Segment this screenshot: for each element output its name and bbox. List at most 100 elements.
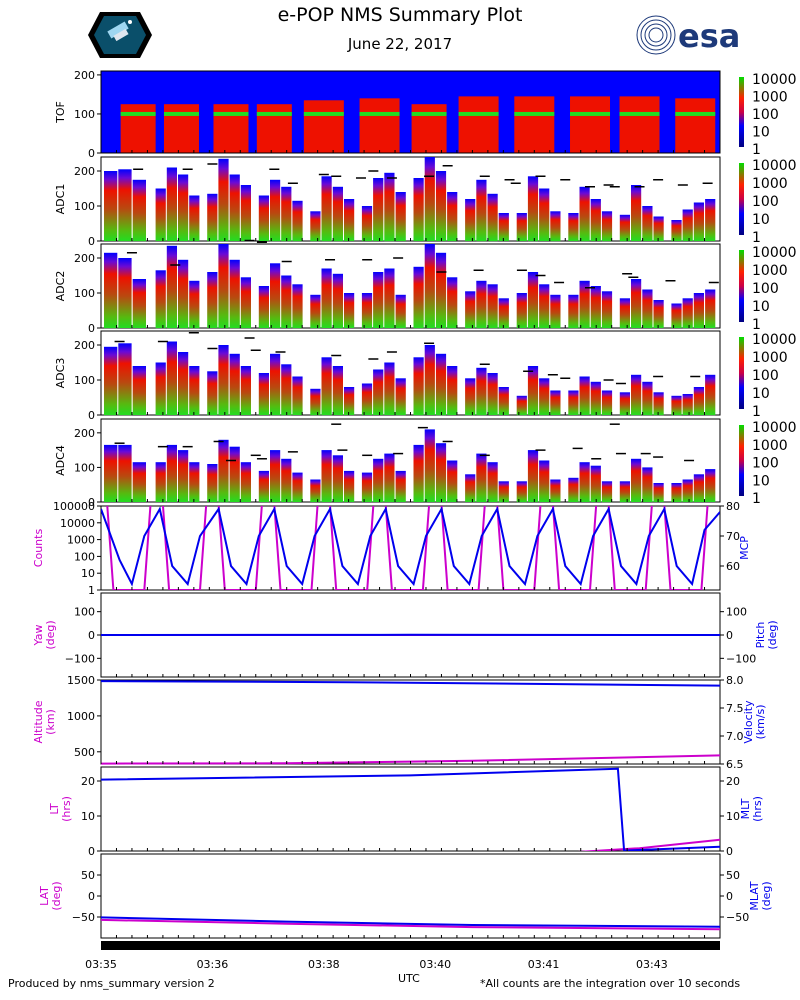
tof-band (411, 104, 447, 153)
adc2-bar (270, 263, 281, 329)
svg-text:ADC3: ADC3 (54, 358, 67, 389)
adc1-bar (218, 158, 229, 242)
colorbar-label: 10000 (752, 245, 797, 261)
adc2-bar (476, 280, 487, 329)
adc1-bar (527, 176, 539, 242)
y-tick-label-right: 6.5 (726, 758, 744, 771)
adc3-bar (642, 381, 653, 416)
y-tick-label: 0 (88, 235, 95, 248)
adc1-bar (568, 213, 579, 241)
adc4-bar (516, 481, 527, 503)
y-tick-label: 100 (74, 287, 95, 300)
adc2-bar (601, 291, 613, 329)
adc1-bar (321, 176, 332, 242)
adc3-bar (671, 395, 682, 416)
adc3-bar (590, 381, 601, 416)
adc1-bar (258, 195, 269, 241)
adc1-bar (487, 193, 498, 242)
adc4-bar (498, 481, 509, 503)
svg-text:Velocity: Velocity (742, 700, 755, 744)
footer-note: *All counts are the integration over 10 … (480, 977, 741, 990)
colorbar-label: 1 (752, 230, 761, 246)
colorbar-label: 10000 (752, 420, 797, 436)
adc3-bar (155, 362, 166, 415)
adc2-bar (207, 272, 218, 328)
adc1-bar (104, 171, 118, 241)
adc3-bar (579, 376, 590, 415)
y-tick-label: 200 (74, 69, 95, 82)
adc4-bar (166, 444, 177, 502)
adc3-bar (487, 373, 498, 415)
adc4-bar (682, 479, 693, 502)
adc4-bar (361, 472, 373, 502)
adc1-bar (240, 185, 251, 241)
y-tick-label: 1 (88, 584, 95, 597)
colorbar-label: 10 (752, 212, 770, 228)
adc1-bar (189, 195, 200, 241)
svg-text:ADC1: ADC1 (54, 184, 67, 215)
y-tick-label: 100 (74, 108, 95, 121)
y-tick-label: 0 (88, 409, 95, 422)
tof-band (303, 100, 344, 153)
adc2-bar (166, 245, 177, 329)
time-tick-label: 03:36 (197, 958, 229, 971)
adc1-bar (435, 171, 447, 241)
tof-band (458, 96, 499, 153)
adc3-bar (118, 343, 132, 416)
adc1-bar (118, 169, 132, 242)
tof-peak (359, 111, 400, 116)
adc1-bar (516, 213, 527, 241)
adc3-bar (516, 395, 527, 416)
adc1-bar (447, 192, 458, 241)
adc4-bar (104, 444, 118, 502)
svg-text:LT: LT (48, 803, 61, 815)
y-tick-label-right: 70 (726, 530, 740, 543)
adc3-bar (281, 364, 292, 416)
time-tick-label: 03:40 (419, 958, 451, 971)
adc2-bar (258, 286, 269, 328)
tof-peak (213, 111, 249, 116)
adc1-bar (671, 220, 682, 241)
tof-peak (675, 111, 716, 116)
adc3-bar (447, 366, 458, 415)
adc4-bar (642, 467, 653, 502)
adc1-bar (332, 186, 343, 242)
adc3-bar (653, 392, 664, 416)
satellite-logo (88, 12, 152, 58)
adc1-bar (281, 186, 292, 242)
adc3-bar (344, 387, 355, 415)
lat-ylabel: LAT (deg) (38, 881, 63, 910)
adc2-bar (693, 293, 704, 328)
adc4-bar (413, 444, 424, 502)
svg-text:(km/s): (km/s) (754, 704, 767, 739)
adc1-bar (682, 209, 693, 241)
adc4-bar (310, 479, 321, 502)
adc4-bar (601, 481, 613, 503)
tof-peak (619, 111, 660, 116)
adc2-bar (590, 286, 601, 328)
tof-peak (411, 111, 447, 116)
adc1-bar (155, 188, 166, 241)
adc2-bar (516, 293, 527, 328)
svg-text:(deg): (deg) (44, 620, 57, 649)
adc3-bar (104, 346, 118, 416)
svg-text:Pitch: Pitch (754, 622, 767, 649)
adc2-ylabel: ADC2 (54, 271, 67, 302)
adc2-bar (361, 293, 373, 328)
y-tick-label: −100 (65, 652, 95, 665)
adc3-bar (395, 378, 406, 416)
adc1-bar (344, 199, 355, 241)
tof-band (359, 98, 400, 153)
y-tick-label: 10000 (60, 517, 95, 530)
velocity-line (100, 680, 721, 687)
adc2-bar (332, 273, 343, 329)
adc2-bar (642, 289, 653, 328)
adc1-bar (178, 174, 189, 241)
adc1-bar (631, 185, 642, 241)
tof-band (514, 96, 555, 153)
y-tick-label-right: −50 (726, 911, 749, 924)
adc3-bar (321, 357, 332, 416)
y-tick-label: 100 (74, 550, 95, 563)
adc2-bar (395, 294, 406, 329)
